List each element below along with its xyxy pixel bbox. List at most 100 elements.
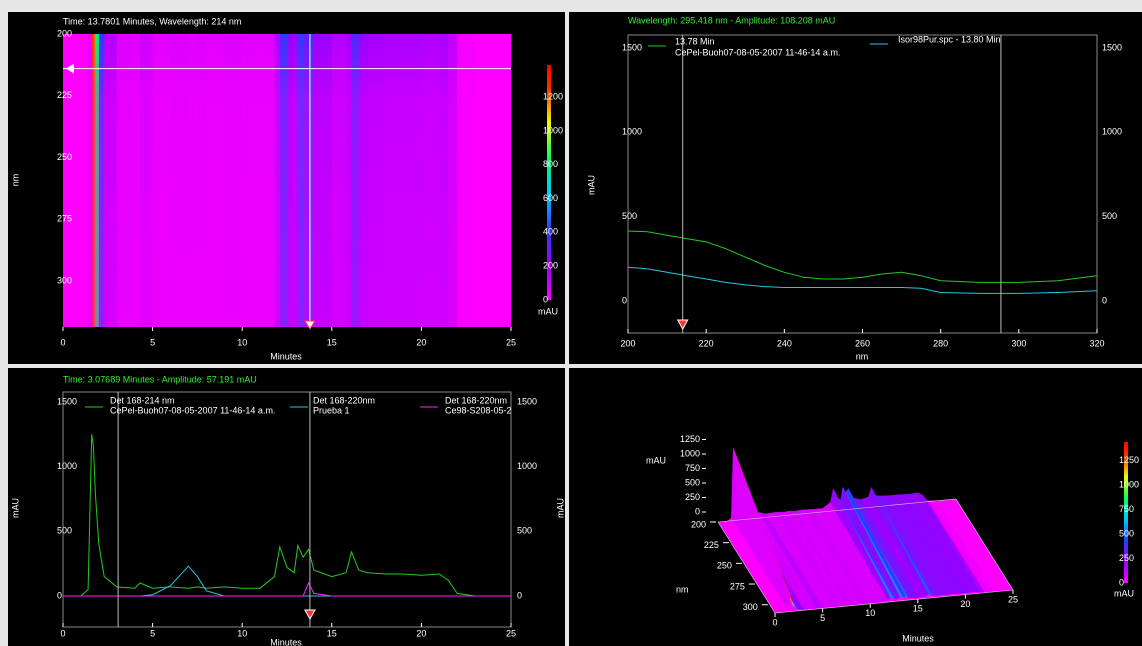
x-tick-label: 200 [620, 338, 635, 348]
y-tick-label: 0 [543, 294, 548, 304]
y-label-right: mAU [555, 498, 565, 518]
y-tick-label: 200 [543, 261, 558, 271]
y-tick-label: 300 [57, 275, 72, 285]
legend-sample: Ce98-S208-05-2 [445, 405, 512, 415]
y-tick-label: 750 [1119, 504, 1134, 514]
y-tick-label: 225 [704, 540, 719, 550]
x-tick-label: 25 [1008, 594, 1018, 604]
x-tick-label: 10 [237, 628, 247, 638]
chromatogram-header: Time: 3.07689 Minutes - Amplitude: 57.19… [63, 374, 257, 384]
legend-label: Isor98Pur.spc - 13.80 Min [898, 34, 1001, 44]
y-tick-label: 1500 [57, 396, 77, 406]
legend-label: Det 168-214 nm [110, 395, 175, 405]
y-tick-label: 300 [743, 602, 758, 612]
y-tick-label: 1000 [57, 461, 77, 471]
panel-chromatogram [8, 368, 565, 646]
y-tick-label: 1500 [1102, 42, 1122, 52]
y-tick-label: 500 [1102, 211, 1117, 221]
x-tick-label: 20 [416, 337, 426, 347]
y-tick-label: 500 [517, 526, 532, 536]
z-tick-label: 1000 [680, 448, 700, 458]
legend-label: Det 168-220nm [313, 395, 375, 405]
y-tick-label: 1000 [517, 461, 537, 471]
y-label: mAU [586, 175, 596, 195]
panel-spectrum [569, 12, 1142, 364]
y-tick-label: 1000 [622, 127, 642, 137]
y-tick-label: 0 [57, 590, 62, 600]
y-tick-label: 250 [57, 152, 72, 162]
y-label: nm [10, 174, 20, 187]
x-tick-label: 280 [933, 338, 948, 348]
cursor-handle [304, 320, 316, 330]
y-tick-label: 0 [1119, 577, 1124, 587]
series-line [628, 266, 1097, 294]
y-tick-label: 0 [622, 295, 627, 305]
plot-frame [62, 391, 512, 628]
series-line [628, 230, 1097, 283]
y-tick-label: 800 [543, 159, 558, 169]
y-tick-label: 0 [1102, 295, 1107, 305]
y-tick-label: 200 [691, 519, 706, 529]
x-tick-label: 15 [327, 337, 337, 347]
y-label: mAU [10, 498, 20, 518]
x-tick-label: 25 [506, 628, 516, 638]
colorbar-label: mAU [1114, 588, 1134, 598]
heatmap-header: Time: 13.7801 Minutes, Wavelength: 214 n… [63, 16, 241, 26]
z-tick-label: 750 [685, 463, 700, 473]
x-label: Minutes [270, 351, 302, 361]
x-tick-label: 15 [327, 628, 337, 638]
chromatogram-plot [63, 392, 511, 627]
y-tick-label: 200 [57, 28, 72, 38]
z-tick-label: 250 [685, 492, 700, 502]
colorbar [547, 65, 551, 300]
z-label: mAU [646, 455, 666, 465]
y-tick-label: 1500 [517, 396, 537, 406]
x-tick-label: 0 [60, 628, 65, 638]
spectrum-plot [628, 35, 1097, 333]
spectrum-header: Wavelength: 295.418 nm - Amplitude: 108.… [628, 15, 835, 25]
x-tick-label: 0 [772, 617, 777, 627]
x-label: nm [856, 351, 869, 361]
y-tick-label: 275 [57, 214, 72, 224]
cursor-handle [66, 63, 74, 74]
x-tick-label: 0 [60, 337, 65, 347]
y-tick-label: 1250 [1119, 455, 1139, 465]
series-line [63, 581, 511, 597]
legend-label: 13.78 Min [675, 36, 715, 46]
x-tick-label: 300 [1011, 338, 1026, 348]
z-tick-label: 500 [685, 477, 700, 487]
z-tick-label: 1250 [680, 434, 700, 444]
y-tick-label: 225 [57, 90, 72, 100]
y-tick-label: 500 [622, 211, 637, 221]
x-tick-label: 260 [855, 338, 870, 348]
y-tick-label: 500 [1119, 528, 1134, 538]
x-tick-label: 25 [506, 337, 516, 347]
x-label: Minutes [902, 633, 934, 643]
x-label: Minutes [270, 637, 302, 646]
heatmap-plot [63, 34, 511, 327]
x-tick-label: 220 [699, 338, 714, 348]
y-tick-label: 250 [717, 561, 732, 571]
colorbar-label: mAU [538, 306, 558, 316]
x-tick-label: 5 [150, 628, 155, 638]
colorbar [1124, 442, 1128, 583]
x-tick-label: 20 [416, 628, 426, 638]
y-tick-label: 1000 [1102, 127, 1122, 137]
legend-label: Det 168-220nm [445, 395, 507, 405]
legend-sample: Prueba 1 [313, 405, 350, 415]
y-tick-label: 500 [57, 526, 72, 536]
legend-sample: CePel-Buoh07-08-05-2007 11-46-14 a.m. [675, 47, 840, 57]
y-tick-label: 600 [543, 193, 558, 203]
heatmap-fade [63, 34, 511, 327]
x-tick-label: 240 [777, 338, 792, 348]
y-tick-label: 1200 [543, 91, 563, 101]
y-tick-label: 1000 [1119, 479, 1139, 489]
series-line [63, 434, 511, 597]
x-tick-label: 20 [960, 599, 970, 609]
x-tick-label: 10 [237, 337, 247, 347]
x-tick-label: 5 [820, 613, 825, 623]
y-tick-label: 1000 [543, 125, 563, 135]
z-tick-label: 0 [695, 506, 700, 516]
